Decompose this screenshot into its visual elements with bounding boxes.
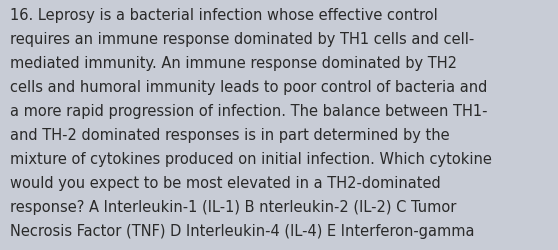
Text: cells and humoral immunity leads to poor control of bacteria and: cells and humoral immunity leads to poor… [10,80,488,94]
Text: and TH-2 dominated responses is in part determined by the: and TH-2 dominated responses is in part … [10,128,450,142]
Text: requires an immune response dominated by TH1 cells and cell-: requires an immune response dominated by… [10,32,474,46]
Text: mixture of cytokines produced on initial infection. Which cytokine: mixture of cytokines produced on initial… [10,152,492,166]
Text: mediated immunity. An immune response dominated by TH2: mediated immunity. An immune response do… [10,56,457,70]
Text: response? A Interleukin-1 (IL-1) B nterleukin-2 (IL-2) C Tumor: response? A Interleukin-1 (IL-1) B nterl… [10,200,456,214]
Text: a more rapid progression of infection. The balance between TH1-: a more rapid progression of infection. T… [10,104,488,118]
Text: would you expect to be most elevated in a TH2-dominated: would you expect to be most elevated in … [10,176,441,190]
Text: 16. Leprosy is a bacterial infection whose effective control: 16. Leprosy is a bacterial infection who… [10,8,438,22]
Text: Necrosis Factor (TNF) D Interleukin-4 (IL-4) E Interferon-gamma: Necrosis Factor (TNF) D Interleukin-4 (I… [10,224,474,238]
